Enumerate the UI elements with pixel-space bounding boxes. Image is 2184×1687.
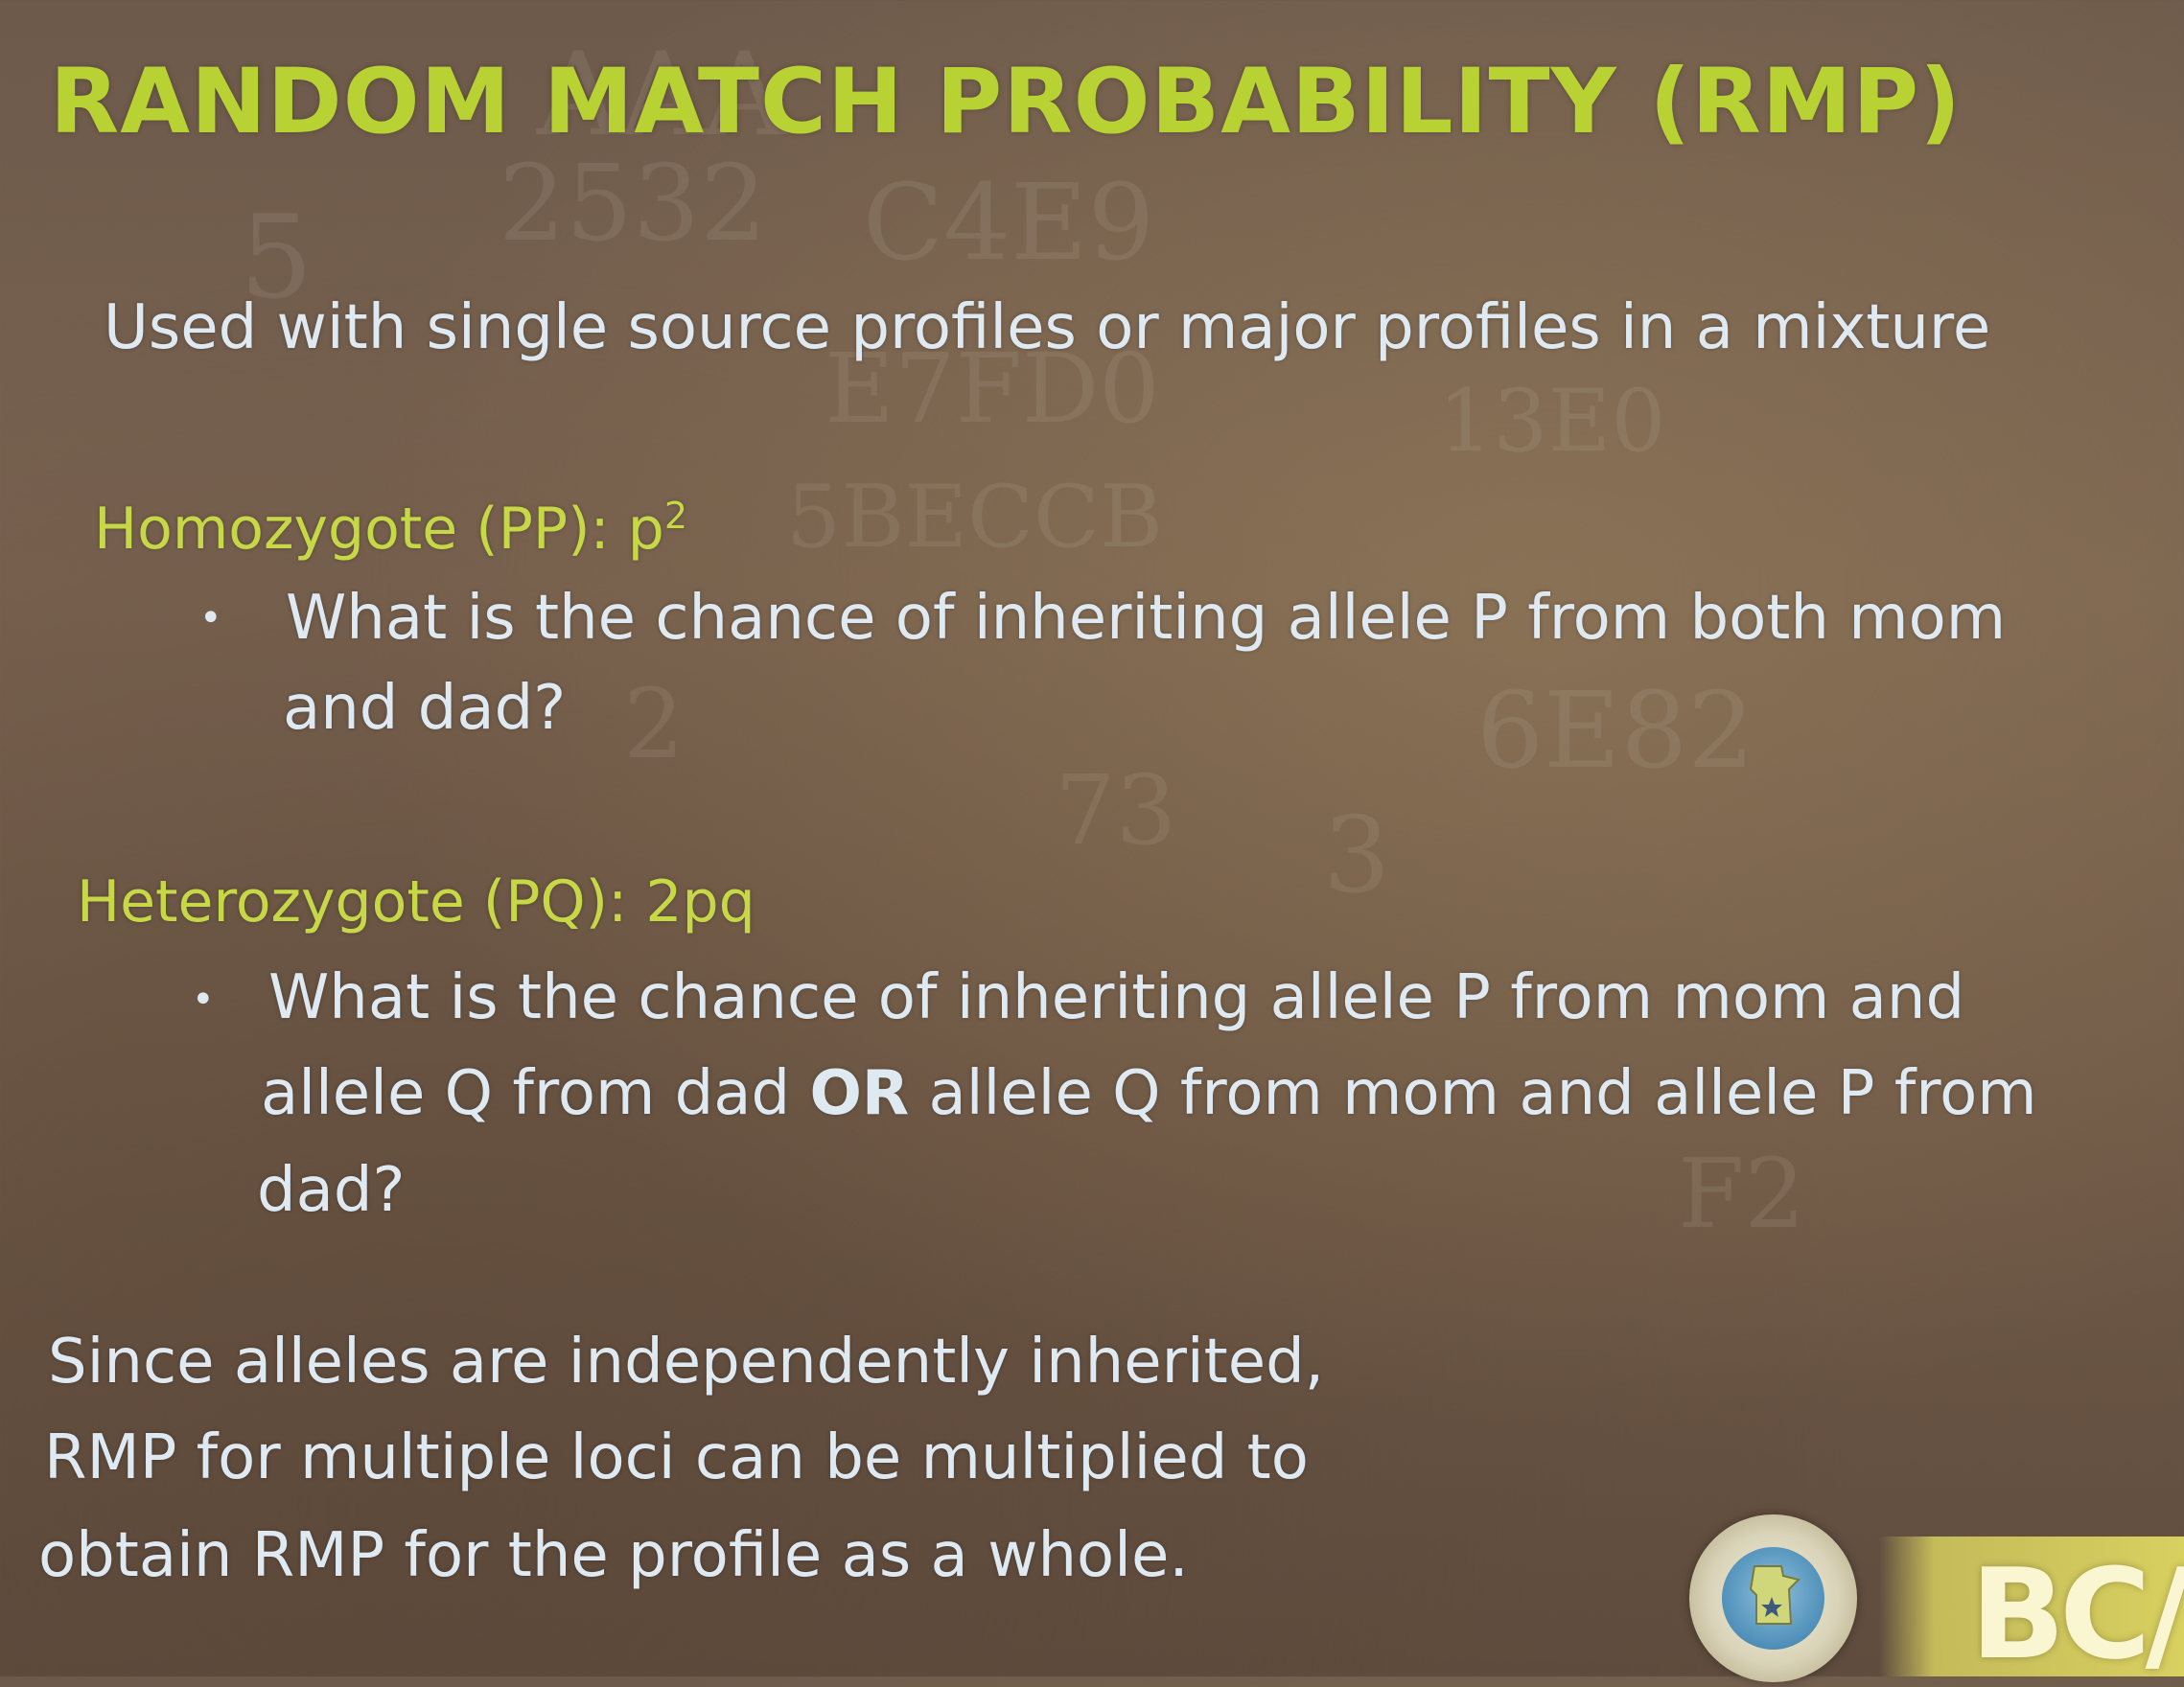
heterozygote-bullet-line1: What is the chance of inheriting allele … <box>268 962 1965 1033</box>
bullet-icon: • <box>199 596 222 640</box>
bca-logo-text: BC/ <box>1970 1541 2184 1687</box>
homozygote-heading-text: Homozygote (PP): p <box>94 496 664 563</box>
state-outline-icon <box>1749 1565 1801 1625</box>
heterozygote-heading: Heterozygote (PQ): 2pq <box>77 868 755 936</box>
minnesota-seal-icon <box>1689 1514 1857 1682</box>
heterozygote-line2-part2: allele Q from mom and allele P from <box>909 1058 2037 1129</box>
bullet-icon: • <box>192 978 215 1022</box>
svg-text:C4E9: C4E9 <box>863 161 1154 284</box>
homozygote-bullet-line2: and dad? <box>283 673 567 744</box>
homozygote-superscript: 2 <box>663 495 688 537</box>
svg-text:2532: 2532 <box>499 142 767 265</box>
svg-text:3: 3 <box>1323 794 1390 916</box>
svg-text:6E82: 6E82 <box>1476 669 1754 792</box>
seal-center <box>1722 1547 1824 1650</box>
logo-bar <box>1879 1537 2184 1676</box>
svg-text:2: 2 <box>623 668 685 780</box>
slide-title: RANDOM MATCH PROBABILITY (RMP) <box>49 50 1963 154</box>
homozygote-heading: Homozygote (PP): p2 <box>94 495 687 563</box>
svg-text:73: 73 <box>1055 754 1176 867</box>
svg-text:5BECCB: 5BECCB <box>786 467 1163 567</box>
svg-text:13E0: 13E0 <box>1438 371 1665 472</box>
homozygote-bullet-line1: What is the chance of inheriting allele … <box>286 583 2007 654</box>
heterozygote-bullet-line2: allele Q from dad OR allele Q from mom a… <box>261 1058 2037 1129</box>
conclusion-line2: RMP for multiple loci can be multiplied … <box>44 1422 1309 1493</box>
or-emphasis: OR <box>809 1058 910 1129</box>
conclusion-line3: obtain RMP for the profile as a whole. <box>38 1520 1189 1591</box>
subtitle: Used with single source profiles or majo… <box>104 292 1991 363</box>
heterozygote-bullet-line3: dad? <box>257 1155 406 1226</box>
svg-text:F2: F2 <box>1678 1138 1805 1250</box>
conclusion-line1: Since alleles are independently inherite… <box>48 1327 1325 1398</box>
heterozygote-line2-part1: allele Q from dad <box>261 1058 810 1129</box>
